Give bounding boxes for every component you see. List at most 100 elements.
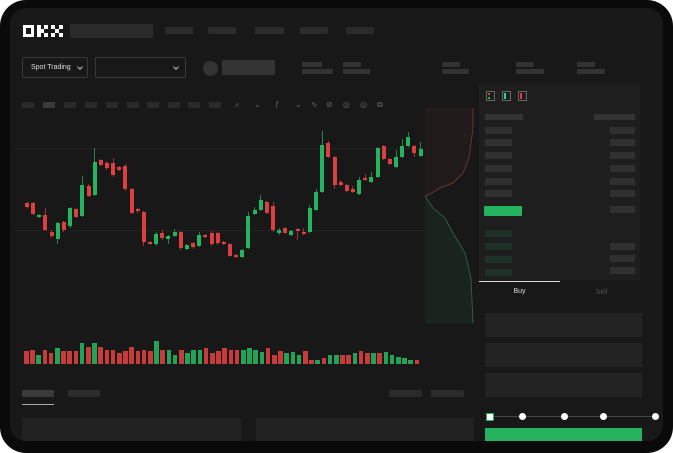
nav-item[interactable] xyxy=(346,27,374,34)
volume-bar xyxy=(402,358,407,364)
orderbook-view-icons[interactable] xyxy=(486,91,531,102)
interval-button[interactable] xyxy=(209,102,221,108)
interval-button[interactable] xyxy=(168,102,180,108)
ask-amount xyxy=(610,178,635,185)
interval-button[interactable] xyxy=(127,102,139,108)
ask-price xyxy=(485,152,512,159)
candle-wick xyxy=(364,174,366,181)
fullscreen-icon[interactable]: ⧉ xyxy=(377,100,383,109)
candle-body xyxy=(203,235,208,237)
chart-type-icon[interactable]: ⌄ xyxy=(254,100,261,109)
candle-body xyxy=(258,200,263,210)
candle-body xyxy=(129,189,134,213)
volume-bar xyxy=(321,358,327,364)
pair-dropdown[interactable] xyxy=(95,57,186,78)
stat-label xyxy=(302,62,322,67)
volume-bar xyxy=(42,350,48,364)
candle-body xyxy=(74,209,79,217)
stat-label xyxy=(577,62,595,67)
interval-button[interactable] xyxy=(147,102,159,108)
slider-step[interactable] xyxy=(561,413,568,420)
camera-icon[interactable]: ◎ xyxy=(343,100,350,109)
volume-bar xyxy=(265,348,271,364)
volume-bar xyxy=(48,353,54,364)
candle-body xyxy=(227,244,232,256)
candle-body xyxy=(283,228,288,233)
fx-icon[interactable]: ƒ xyxy=(275,100,280,109)
interval-button[interactable] xyxy=(85,102,97,108)
pen-icon[interactable]: ⊘ xyxy=(326,100,333,109)
slider-step[interactable] xyxy=(652,413,659,420)
candle-body xyxy=(271,206,275,230)
nav-item[interactable] xyxy=(300,27,328,34)
bid-price xyxy=(485,269,512,276)
candlestick-chart[interactable] xyxy=(10,8,430,378)
bottom-action[interactable] xyxy=(389,390,422,397)
slider-step[interactable] xyxy=(600,413,607,420)
candle-body xyxy=(25,203,29,207)
price-input[interactable] xyxy=(485,313,642,337)
candle-body xyxy=(123,166,128,189)
volume-bar xyxy=(377,353,382,364)
candle-body xyxy=(406,137,411,146)
bottom-action[interactable] xyxy=(431,390,464,397)
search-bar[interactable] xyxy=(70,24,153,38)
bottom-tab-active[interactable] xyxy=(22,390,54,397)
volume-bar xyxy=(247,348,252,364)
candle-body xyxy=(209,233,214,244)
indicator-icon[interactable]: ⩘ xyxy=(234,100,239,109)
buy-tab[interactable]: Buy xyxy=(513,288,526,295)
volume-bar xyxy=(340,355,345,364)
chevron-down-icon[interactable]: ⌄ xyxy=(295,100,302,109)
candle-body xyxy=(86,186,91,196)
volume-bar xyxy=(241,350,246,364)
last-price-highlight xyxy=(484,206,522,216)
volume-bar xyxy=(117,353,122,364)
amount-input[interactable] xyxy=(485,343,642,367)
candle-wick xyxy=(303,228,305,235)
line-tool-icon[interactable]: ∿ xyxy=(311,100,318,109)
bottom-panel xyxy=(22,418,241,441)
candle-body xyxy=(369,177,374,182)
interval-button[interactable] xyxy=(22,102,34,108)
bid-price xyxy=(485,256,512,263)
candle-body xyxy=(326,143,331,157)
volume-bar xyxy=(216,351,221,364)
interval-button[interactable] xyxy=(188,102,200,108)
interval-button[interactable] xyxy=(106,102,118,108)
bid-price xyxy=(485,243,512,250)
interval-button-active[interactable] xyxy=(43,102,55,108)
candle-body xyxy=(314,192,319,210)
interval-button[interactable] xyxy=(64,102,76,108)
candle-body xyxy=(191,243,196,247)
candle-body xyxy=(350,189,355,192)
volume-bar xyxy=(309,360,314,364)
settings-icon[interactable]: ◎ xyxy=(360,100,367,109)
bottom-tab[interactable] xyxy=(68,390,100,397)
candle-body xyxy=(246,216,251,248)
okx-logo xyxy=(23,25,63,37)
nav-item[interactable] xyxy=(208,27,236,34)
volume-bar xyxy=(222,348,227,364)
volume-bar xyxy=(104,350,110,364)
orderbook-header xyxy=(485,114,523,120)
slider-track[interactable] xyxy=(490,416,658,417)
candle-body xyxy=(49,232,54,236)
volume-bar xyxy=(55,348,60,364)
ask-amount xyxy=(610,152,635,159)
slider-handle[interactable] xyxy=(486,413,494,421)
trading-mode-dropdown[interactable]: Spot Trading xyxy=(22,57,88,78)
nav-item[interactable] xyxy=(165,27,193,34)
candle-body xyxy=(381,146,386,159)
buy-button[interactable] xyxy=(485,428,642,441)
stat-label xyxy=(442,62,460,67)
candle-body xyxy=(197,235,202,246)
candle-body xyxy=(357,180,362,194)
candle-body xyxy=(412,146,417,153)
sell-tab[interactable]: Sell xyxy=(595,289,608,296)
candle-body xyxy=(394,157,398,167)
slider-step[interactable] xyxy=(519,413,526,420)
candle-body xyxy=(154,234,159,244)
nav-item[interactable] xyxy=(255,27,284,34)
total-input[interactable] xyxy=(485,373,642,397)
